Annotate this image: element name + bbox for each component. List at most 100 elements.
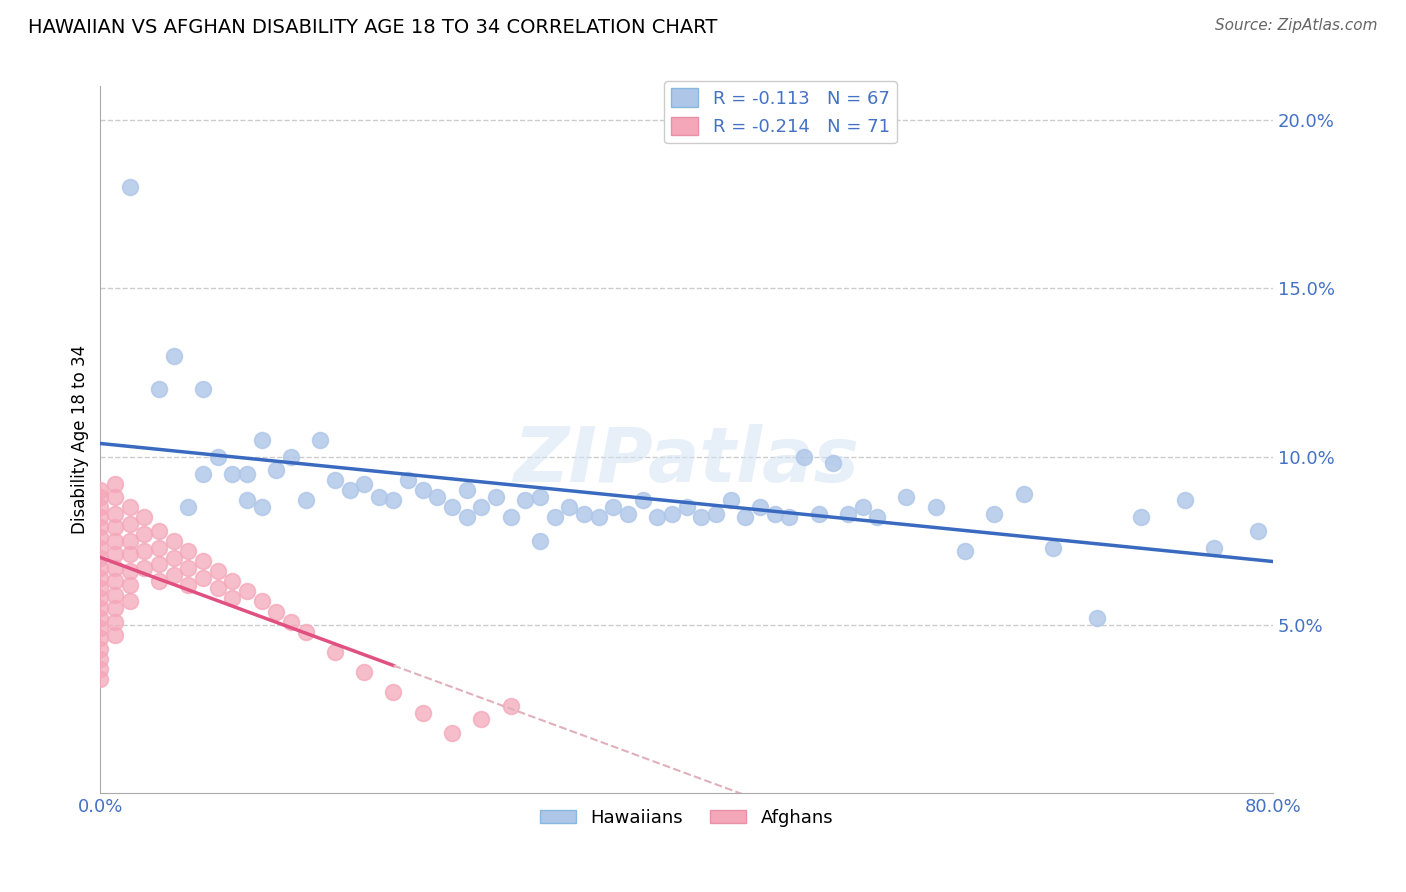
Point [148, 574, 170, 589]
Point [104, 574, 127, 589]
Point [89, 561, 111, 575]
Point [396, 473, 419, 487]
Point [499, 698, 522, 713]
Point [148, 541, 170, 555]
Point [191, 467, 214, 481]
Point [104, 588, 127, 602]
Point [236, 467, 259, 481]
Text: HAWAIIAN VS AFGHAN DISABILITY AGE 18 TO 34 CORRELATION CHART: HAWAIIAN VS AFGHAN DISABILITY AGE 18 TO … [28, 18, 717, 37]
Point [148, 524, 170, 538]
Point [89, 641, 111, 656]
Point [515, 493, 537, 508]
Point [118, 180, 141, 194]
Point [104, 601, 127, 615]
Point [104, 476, 127, 491]
Point [89, 510, 111, 524]
Point [250, 433, 273, 447]
Point [1130, 510, 1153, 524]
Point [89, 632, 111, 646]
Point [412, 483, 434, 498]
Point [118, 577, 141, 591]
Point [104, 507, 127, 521]
Point [104, 533, 127, 548]
Point [134, 527, 156, 541]
Point [953, 544, 976, 558]
Point [264, 605, 287, 619]
Point [89, 621, 111, 635]
Point [720, 493, 742, 508]
Point [323, 473, 346, 487]
Point [309, 433, 332, 447]
Point [382, 493, 405, 508]
Point [104, 520, 127, 534]
Point [499, 510, 522, 524]
Point [748, 500, 770, 515]
Point [470, 500, 492, 515]
Point [89, 531, 111, 545]
Point [89, 611, 111, 625]
Point [89, 483, 111, 498]
Point [529, 533, 551, 548]
Point [250, 594, 273, 608]
Point [280, 450, 302, 464]
Point [823, 457, 845, 471]
Point [1174, 493, 1197, 508]
Point [89, 550, 111, 565]
Point [118, 533, 141, 548]
Point [339, 483, 361, 498]
Text: Source: ZipAtlas.com: Source: ZipAtlas.com [1215, 18, 1378, 33]
Point [221, 574, 243, 589]
Point [456, 483, 478, 498]
Point [866, 510, 889, 524]
Point [162, 533, 184, 548]
Point [89, 651, 111, 665]
Point [602, 500, 624, 515]
Point [191, 571, 214, 585]
Point [104, 561, 127, 575]
Point [134, 544, 156, 558]
Point [236, 493, 259, 508]
Legend: Hawaiians, Afghans: Hawaiians, Afghans [533, 801, 841, 834]
Point [162, 550, 184, 565]
Point [441, 500, 464, 515]
Point [89, 520, 111, 534]
Point [983, 507, 1005, 521]
Point [675, 500, 697, 515]
Point [1042, 541, 1064, 555]
Point [456, 510, 478, 524]
Point [631, 493, 654, 508]
Point [148, 558, 170, 572]
Point [294, 493, 316, 508]
Point [104, 615, 127, 629]
Point [191, 554, 214, 568]
Point [529, 490, 551, 504]
Point [572, 507, 595, 521]
Point [588, 510, 610, 524]
Point [280, 615, 302, 629]
Point [412, 706, 434, 720]
Point [1012, 486, 1035, 500]
Point [851, 500, 873, 515]
Point [177, 544, 200, 558]
Point [177, 561, 200, 575]
Point [89, 581, 111, 595]
Point [162, 567, 184, 582]
Point [89, 591, 111, 605]
Point [367, 490, 389, 504]
Point [177, 500, 200, 515]
Point [134, 510, 156, 524]
Point [323, 645, 346, 659]
Point [89, 662, 111, 676]
Point [221, 591, 243, 605]
Point [134, 561, 156, 575]
Point [1085, 611, 1108, 625]
Point [89, 500, 111, 515]
Point [896, 490, 918, 504]
Point [177, 577, 200, 591]
Point [1247, 524, 1270, 538]
Point [104, 547, 127, 561]
Point [925, 500, 948, 515]
Point [89, 541, 111, 555]
Point [382, 685, 405, 699]
Point [353, 665, 375, 680]
